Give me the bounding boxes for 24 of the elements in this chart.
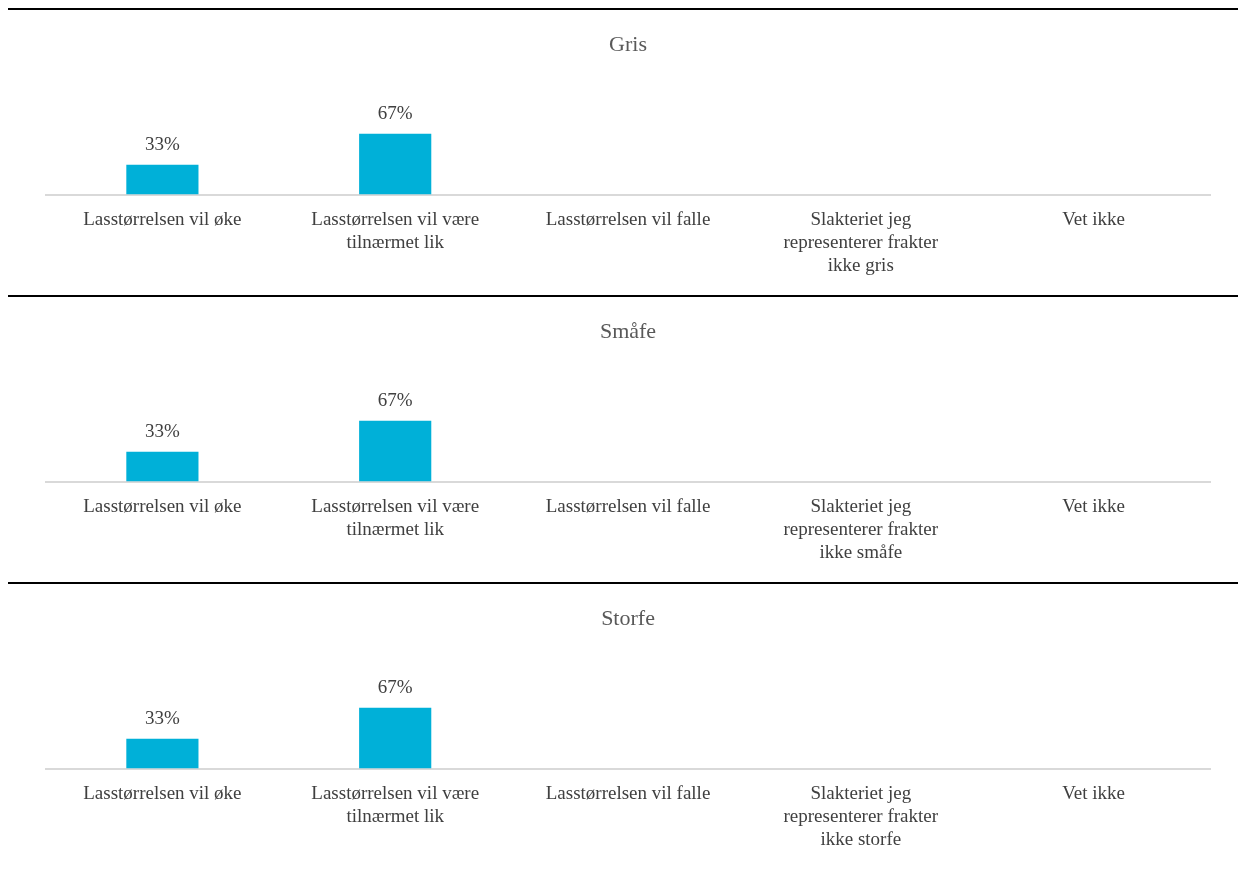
x-tick-label: Vet ikke <box>1062 207 1125 229</box>
x-tick-label: Lasstørrelsen vil falle <box>545 494 711 516</box>
chart-title: Storfe <box>601 604 655 630</box>
x-tick-label: Lasstørrelsen vil øke <box>83 781 242 803</box>
data-label: 33% <box>144 707 180 729</box>
x-tick-label: Lasstørrelsen vil øke <box>83 207 242 229</box>
data-label: 67% <box>377 102 413 124</box>
x-tick-label: Vet ikke <box>1062 781 1125 803</box>
x-tick-label: Slakteriet jeg representerer frakter ikke gris <box>783 207 939 275</box>
x-tick-label: Lasstørrelsen vil falle <box>545 207 711 229</box>
chart-title: Gris <box>609 30 647 56</box>
data-label: 33% <box>144 420 180 442</box>
x-tick-label: Lasstørrelsen vil øke <box>83 494 242 516</box>
x-tick-label: Lasstørrelsen vil være tilnærmet lik <box>311 494 480 539</box>
data-label: 67% <box>377 389 413 411</box>
x-tick-label: Lasstørrelsen vil være tilnærmet lik <box>311 207 480 252</box>
x-tick-label: Lasstørrelsen vil falle <box>545 781 711 803</box>
chart-title: Småfe <box>599 317 657 343</box>
x-tick-label: Slakteriet jeg representerer frakter ikke småfe <box>783 494 939 562</box>
data-label: 33% <box>144 133 180 155</box>
x-tick-label: Slakteriet jeg representerer frakter ikke storfe <box>783 781 939 849</box>
x-tick-label: Lasstørrelsen vil være tilnærmet lik <box>311 781 480 826</box>
data-label: 67% <box>377 676 413 698</box>
x-tick-label: Vet ikke <box>1062 494 1125 516</box>
